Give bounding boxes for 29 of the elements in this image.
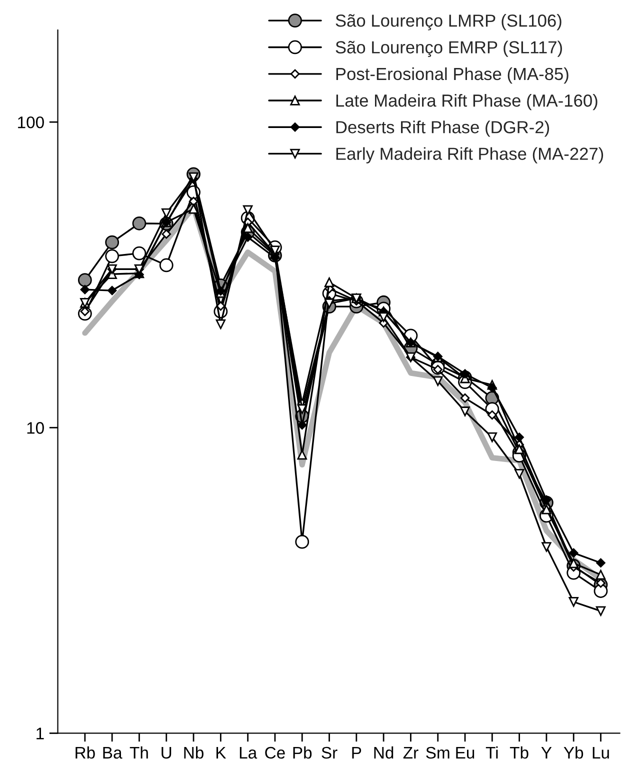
x-tick-label: Y bbox=[541, 747, 552, 758]
y-tick-label: 1 bbox=[36, 728, 44, 740]
x-tick-label: K bbox=[216, 747, 226, 758]
x-tick-label: P bbox=[352, 747, 362, 758]
x-tick-label: U bbox=[162, 747, 172, 759]
x-tick-label: Yb bbox=[564, 746, 584, 759]
y-tick-label: 100 bbox=[18, 116, 44, 128]
x-tick-label: Pb bbox=[293, 746, 312, 759]
x-tick-label: Ba bbox=[103, 747, 122, 759]
x-tick-label: Sm bbox=[426, 746, 450, 759]
x-tick-label: Th bbox=[130, 746, 148, 758]
x-tick-label: Ce bbox=[265, 746, 285, 759]
legend-label: Early Madeira Rift Phase (MA-227) bbox=[336, 147, 604, 164]
legend-label: Late Madeira Rift Phase (MA-160) bbox=[336, 94, 598, 110]
x-tick-label: Eu bbox=[456, 747, 474, 759]
y-tick-label: 10 bbox=[27, 422, 44, 434]
legend-label: Post-Erosional Phase (MA-85) bbox=[336, 67, 568, 84]
x-tick-label: Nd bbox=[374, 746, 394, 759]
x-tick-label: Rb bbox=[76, 746, 95, 759]
x-tick-label: Ti bbox=[486, 746, 498, 758]
legend-label: São Lourenço LMRP (SL106) bbox=[336, 14, 562, 30]
legend-label: Deserts Rift Phase (DGR-2) bbox=[336, 120, 550, 137]
legend-label: São Lourenço EMRP (SL117) bbox=[336, 40, 562, 57]
x-tick-label: Tb bbox=[510, 746, 528, 759]
x-tick-label: Nb bbox=[184, 746, 204, 759]
x-tick-label: Zr bbox=[403, 747, 418, 758]
x-tick-label: La bbox=[240, 747, 258, 759]
x-tick-label: Sr bbox=[322, 746, 338, 759]
x-tick-label: Lu bbox=[592, 747, 609, 759]
